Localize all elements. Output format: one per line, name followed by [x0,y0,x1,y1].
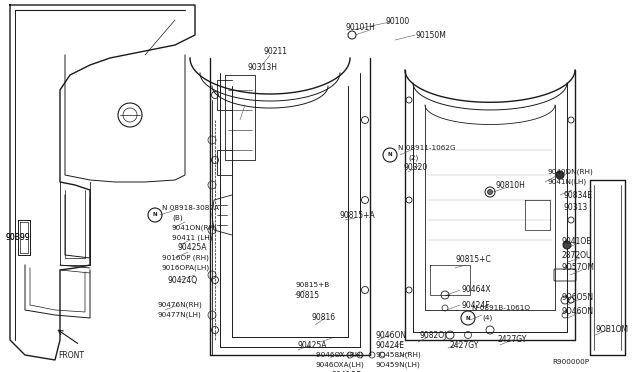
Text: 2427GY: 2427GY [450,340,479,350]
Text: 9046ON: 9046ON [375,330,406,340]
Text: 90810H: 90810H [495,180,525,189]
Text: 90815+C: 90815+C [455,256,491,264]
Text: 90101H: 90101H [345,22,375,32]
Text: 9041ON(RH): 9041ON(RH) [172,225,218,231]
FancyBboxPatch shape [554,269,576,281]
Text: 9OB1OM: 9OB1OM [596,326,629,334]
Text: 90B99: 90B99 [5,234,29,243]
Text: 90411 (LH): 90411 (LH) [172,235,212,241]
Text: (B): (B) [172,215,182,221]
Circle shape [488,189,493,195]
Text: 90424F: 90424F [462,301,491,310]
Text: 90B99: 90B99 [5,234,29,243]
Text: 2872OU: 2872OU [562,250,593,260]
Text: 9O459N(LH): 9O459N(LH) [375,362,420,368]
Text: N 08911-1062G: N 08911-1062G [398,145,456,151]
Text: 2427GY: 2427GY [498,336,527,344]
Text: 9046OXA(LH): 9046OXA(LH) [316,362,365,368]
Text: (2): (2) [408,155,419,161]
Text: 90815+B: 90815+B [296,282,330,288]
Text: 90211: 90211 [263,48,287,57]
Text: N 0891B-1061O: N 0891B-1061O [472,305,530,311]
Text: (4): (4) [482,315,492,321]
Text: 9041OB: 9041OB [332,371,362,372]
Text: 9O46ON: 9O46ON [562,308,594,317]
Text: 90425A: 90425A [178,244,207,253]
Text: N: N [388,153,392,157]
Text: 90425A: 90425A [298,340,328,350]
Circle shape [556,171,564,179]
Text: 90320: 90320 [404,164,428,173]
Text: 9O57OM: 9O57OM [562,263,595,273]
Text: 9O6O5N: 9O6O5N [562,294,594,302]
Text: 90834E: 90834E [564,190,593,199]
Text: 9O458N(RH): 9O458N(RH) [375,352,420,358]
Text: 9016OP (RH): 9016OP (RH) [162,255,209,261]
Circle shape [563,241,571,249]
Text: 9041OE: 9041OE [562,237,592,247]
Text: N 08918-3082A: N 08918-3082A [162,205,219,211]
Text: 90313: 90313 [564,203,588,212]
Text: 90424Q: 90424Q [168,276,198,285]
Text: 90816: 90816 [312,314,336,323]
Text: R900000P: R900000P [552,359,589,365]
Text: 90477N(LH): 90477N(LH) [158,312,202,318]
Text: 90815: 90815 [296,291,320,299]
Text: 90476N(RH): 90476N(RH) [158,302,203,308]
Text: 9040DN(RH): 9040DN(RH) [548,169,594,175]
Text: 90100: 90100 [385,17,409,26]
Text: 90815+A: 90815+A [340,211,376,219]
Text: 9082OJ: 9082OJ [420,330,447,340]
Text: 90313H: 90313H [248,64,278,73]
Text: 90464X: 90464X [462,285,492,295]
Text: 90424E: 90424E [375,340,404,350]
Text: FRONT: FRONT [58,350,84,359]
Text: 9041N(LH): 9041N(LH) [548,179,587,185]
Text: 90150M: 90150M [415,31,446,39]
Text: N: N [153,212,157,218]
Text: N: N [466,315,470,321]
Text: 9016OPA(LH): 9016OPA(LH) [162,265,210,271]
Text: 9046OX (RH): 9046OX (RH) [316,352,363,358]
